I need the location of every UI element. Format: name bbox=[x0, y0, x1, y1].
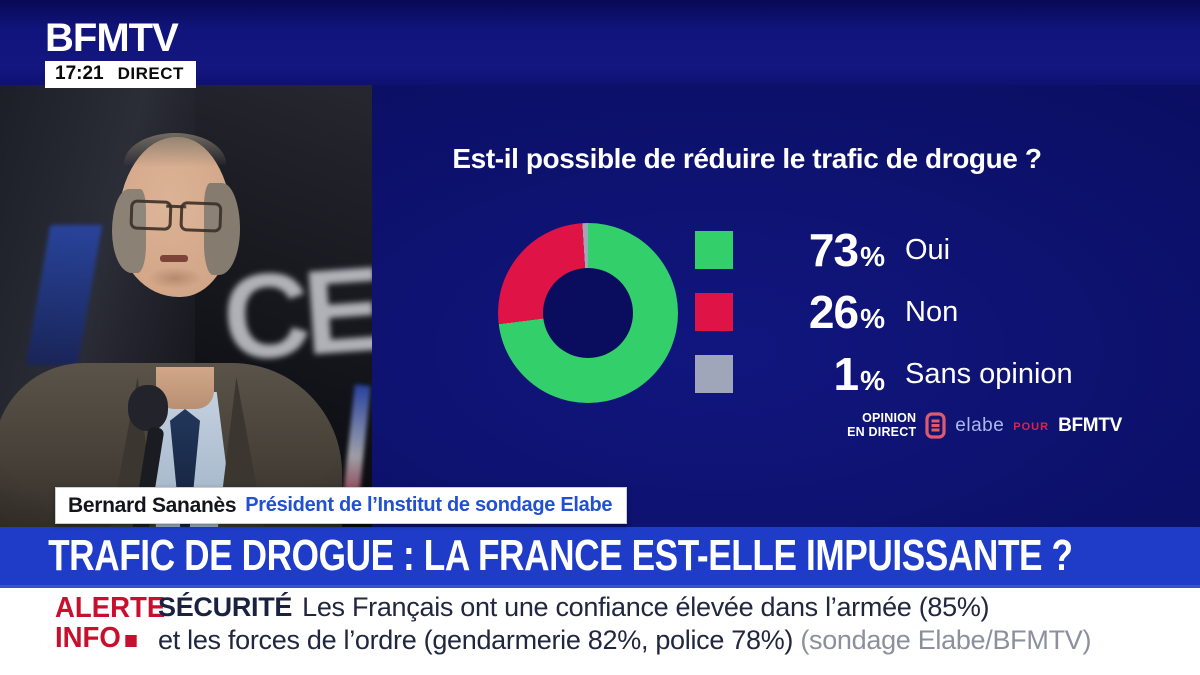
legend-swatch bbox=[695, 231, 733, 269]
percent-sign: % bbox=[860, 241, 885, 272]
legend-label: Non bbox=[905, 295, 959, 328]
legend-row-sans-opinion: 1% Sans opinion bbox=[695, 343, 1073, 405]
legend-value: 1 bbox=[833, 348, 860, 400]
legend-label: Oui bbox=[905, 233, 951, 266]
elabe-logo-icon bbox=[925, 412, 946, 439]
headline-text: TRAFIC DE DROGUE : LA FRANCE EST-ELLE IM… bbox=[47, 531, 1073, 580]
studio-video: CE bbox=[0, 85, 372, 527]
legend-value: 26 bbox=[808, 286, 859, 338]
ticker-category: SÉCURITÉ bbox=[158, 592, 293, 622]
ticker-text: SÉCURITÉ Les Français ont une confiance é… bbox=[158, 591, 1188, 657]
legend-swatch bbox=[695, 293, 733, 331]
chart-legend: 73% Oui 26% Non 1% Sans opinion bbox=[695, 219, 1073, 405]
ticker-line-1: SÉCURITÉ Les Français ont une confiance é… bbox=[158, 592, 990, 622]
legend-row-oui: 73% Oui bbox=[695, 219, 1073, 281]
headline-banner: TRAFIC DE DROGUE : LA FRANCE EST-ELLE IM… bbox=[0, 527, 1200, 585]
guest-hair bbox=[112, 189, 146, 273]
guest-mouth bbox=[160, 255, 188, 262]
time-badge: 17:21 DIRECT bbox=[45, 61, 196, 88]
guest-name: Bernard Sananès bbox=[68, 493, 237, 517]
poll-branding: OPINION EN DIRECT elabe POUR BFMTV bbox=[847, 412, 1122, 439]
percent-sign: % bbox=[860, 303, 885, 334]
bfmtv-logo: BFMTV bbox=[45, 16, 179, 60]
microphone bbox=[128, 385, 168, 527]
news-ticker: ALERTE INFO SÉCURITÉ Les Français ont une… bbox=[0, 585, 1200, 675]
poll-question: Est-il possible de réduire le trafic de … bbox=[452, 143, 1042, 174]
legend-value: 73 bbox=[808, 224, 859, 276]
guest-title: Président de l’Institut de sondage Elabe bbox=[245, 494, 613, 516]
legend-swatch bbox=[695, 355, 733, 393]
donut-chart bbox=[498, 223, 678, 403]
pour-label: POUR bbox=[1013, 421, 1050, 433]
ticker-source: (sondage Elabe/BFMTV) bbox=[800, 625, 1092, 656]
ticker-line-2: et les forces de l’ordre (gendarmerie 82… bbox=[158, 625, 1092, 656]
guest-hair bbox=[204, 183, 240, 275]
poll-panel: Est-il possible de réduire le trafic de … bbox=[372, 85, 1200, 527]
top-band bbox=[0, 0, 1200, 85]
lower-third: Bernard Sananès Président de l’Institut … bbox=[55, 487, 628, 524]
clock-time: 17:21 bbox=[55, 63, 104, 84]
percent-sign: % bbox=[860, 365, 885, 396]
opinion-en-direct-logo: OPINION EN DIRECT bbox=[847, 411, 917, 439]
alerte-info-badge: ALERTE INFO bbox=[55, 592, 166, 655]
bfmtv-wordmark: BFMTV bbox=[1058, 414, 1122, 436]
red-square-icon bbox=[125, 635, 137, 648]
live-label: DIRECT bbox=[117, 64, 184, 83]
guest-head bbox=[112, 133, 240, 297]
vignette bbox=[0, 85, 372, 527]
elabe-wordmark: elabe bbox=[955, 414, 1005, 436]
legend-label: Sans opinion bbox=[905, 357, 1073, 390]
face-shadow bbox=[148, 267, 202, 289]
legend-row-non: 26% Non bbox=[695, 281, 1073, 343]
channel-logo-block: BFMTV 17:21 DIRECT bbox=[45, 18, 196, 88]
